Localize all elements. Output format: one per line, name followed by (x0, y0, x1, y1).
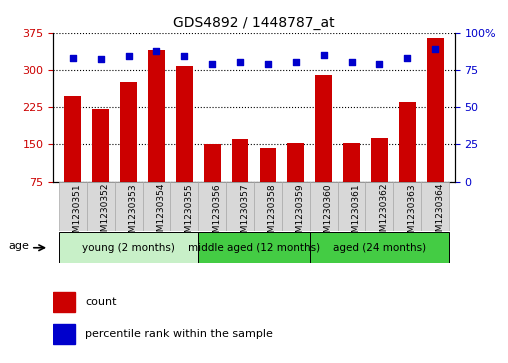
Text: middle aged (12 months): middle aged (12 months) (188, 243, 320, 253)
Bar (198, 232, 310, 263)
Text: GSM1230360: GSM1230360 (324, 183, 333, 244)
Bar (288, 143, 304, 219)
Point (180, 54, 188, 60)
Text: young (2 months): young (2 months) (82, 243, 175, 253)
Bar (59, 182, 87, 231)
Text: aged (24 months): aged (24 months) (333, 243, 426, 253)
Text: age: age (8, 241, 29, 251)
Text: GSM1230364: GSM1230364 (435, 183, 444, 244)
Point (264, 61, 272, 67)
Text: GSM1230358: GSM1230358 (268, 183, 277, 244)
Bar (232, 139, 248, 219)
Text: GSM1230363: GSM1230363 (407, 183, 416, 244)
Point (347, 60, 356, 65)
Text: GSM1230359: GSM1230359 (296, 183, 305, 244)
Bar (176, 66, 193, 219)
Text: count: count (85, 297, 117, 307)
Text: GSM1230351: GSM1230351 (73, 183, 82, 244)
Bar (343, 143, 360, 219)
Bar (53, 324, 75, 344)
Bar (92, 109, 109, 219)
Bar (65, 96, 81, 219)
Text: GSM1230353: GSM1230353 (129, 183, 138, 244)
Text: GSM1230362: GSM1230362 (379, 183, 389, 244)
Text: percentile rank within the sample: percentile rank within the sample (85, 329, 273, 339)
Bar (421, 182, 449, 231)
Point (375, 61, 384, 67)
Title: GDS4892 / 1448787_at: GDS4892 / 1448787_at (173, 16, 335, 30)
Bar (371, 138, 388, 219)
Bar (254, 182, 282, 231)
Bar (53, 292, 75, 312)
Point (403, 55, 411, 61)
Bar (115, 182, 143, 231)
Bar (310, 182, 338, 231)
Point (320, 52, 328, 58)
Text: GSM1230356: GSM1230356 (212, 183, 221, 244)
Point (124, 54, 133, 60)
Bar (170, 182, 198, 231)
Bar (120, 82, 137, 219)
Bar (365, 182, 393, 231)
Bar (59, 232, 198, 263)
Point (236, 60, 244, 65)
Bar (260, 148, 276, 219)
Text: GSM1230361: GSM1230361 (352, 183, 361, 244)
Text: GSM1230352: GSM1230352 (101, 183, 110, 244)
Bar (226, 182, 254, 231)
Bar (427, 38, 443, 219)
Point (208, 61, 216, 67)
Bar (282, 182, 310, 231)
Bar (393, 182, 421, 231)
Bar (338, 182, 365, 231)
Bar (204, 144, 220, 219)
Point (292, 60, 300, 65)
Bar (148, 50, 165, 219)
Bar (87, 182, 115, 231)
Point (431, 46, 439, 52)
Text: GSM1230354: GSM1230354 (156, 183, 166, 244)
Text: GSM1230355: GSM1230355 (184, 183, 194, 244)
Point (69, 55, 77, 61)
Bar (310, 232, 449, 263)
Point (152, 48, 161, 53)
Bar (143, 182, 170, 231)
Bar (315, 75, 332, 219)
Point (97, 57, 105, 62)
Bar (399, 102, 416, 219)
Text: GSM1230357: GSM1230357 (240, 183, 249, 244)
Bar (198, 182, 226, 231)
